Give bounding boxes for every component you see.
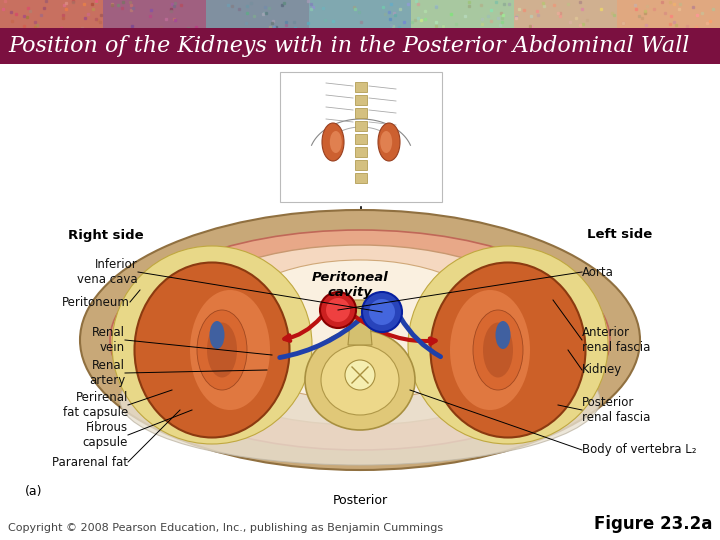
Ellipse shape — [321, 345, 399, 415]
Circle shape — [345, 360, 375, 390]
Text: Left side: Left side — [587, 228, 652, 241]
Ellipse shape — [207, 322, 237, 377]
Bar — [103, 0, 206, 28]
Ellipse shape — [431, 262, 585, 437]
Text: Pararenal fat: Pararenal fat — [52, 456, 128, 469]
Ellipse shape — [135, 262, 289, 437]
Ellipse shape — [160, 245, 560, 425]
Text: Anterior
renal fascia: Anterior renal fascia — [582, 326, 650, 354]
Text: Kidney: Kidney — [582, 363, 622, 376]
Ellipse shape — [380, 131, 392, 153]
Text: Anterior: Anterior — [341, 232, 391, 245]
Bar — [0, 28, 720, 64]
Text: Position of the Kidneys with in the Posterior Abdominal Wall: Position of the Kidneys with in the Post… — [8, 35, 689, 57]
Circle shape — [326, 298, 350, 322]
Text: Posterior: Posterior — [333, 494, 387, 507]
Bar — [355, 82, 367, 92]
Bar — [514, 0, 617, 28]
Bar — [355, 108, 367, 118]
Text: Renal
artery: Renal artery — [89, 359, 125, 387]
Bar — [355, 173, 367, 183]
Text: (a): (a) — [25, 485, 42, 498]
Text: Right side: Right side — [68, 228, 143, 241]
Text: Figure 23.2a: Figure 23.2a — [593, 515, 712, 533]
Bar — [411, 0, 514, 28]
Circle shape — [320, 292, 356, 328]
Text: Copyright © 2008 Pearson Education, Inc., publishing as Benjamin Cummings: Copyright © 2008 Pearson Education, Inc.… — [8, 523, 443, 533]
Ellipse shape — [80, 210, 640, 470]
Circle shape — [362, 292, 402, 332]
Bar — [355, 134, 367, 144]
Ellipse shape — [408, 246, 608, 444]
Bar — [206, 0, 309, 28]
Bar — [0, 64, 720, 540]
Text: Fibrous
capsule: Fibrous capsule — [83, 421, 128, 449]
Bar — [0, 0, 103, 28]
Text: Body of vertebra L₂: Body of vertebra L₂ — [582, 443, 696, 456]
Text: Inferior
vena cava: Inferior vena cava — [77, 258, 138, 286]
Text: Perirenal
fat capsule: Perirenal fat capsule — [63, 391, 128, 419]
Circle shape — [369, 299, 395, 325]
Bar — [355, 147, 367, 157]
Ellipse shape — [197, 310, 247, 390]
Ellipse shape — [305, 330, 415, 430]
Bar — [355, 121, 367, 131]
Ellipse shape — [450, 290, 530, 410]
Bar — [309, 0, 411, 28]
Bar — [355, 95, 367, 105]
Ellipse shape — [473, 310, 523, 390]
Bar — [617, 0, 720, 28]
Ellipse shape — [120, 335, 600, 465]
Text: Posterior
renal fascia: Posterior renal fascia — [582, 396, 650, 424]
Text: Peritoneal
cavity: Peritoneal cavity — [312, 271, 388, 299]
Ellipse shape — [190, 290, 270, 410]
Ellipse shape — [110, 230, 610, 450]
Ellipse shape — [210, 321, 225, 349]
Ellipse shape — [112, 246, 312, 444]
Polygon shape — [348, 300, 372, 345]
Ellipse shape — [322, 123, 344, 161]
Ellipse shape — [330, 131, 342, 153]
Bar — [355, 160, 367, 170]
Ellipse shape — [220, 260, 500, 400]
Ellipse shape — [483, 322, 513, 377]
Text: Renal
vein: Renal vein — [92, 326, 125, 354]
Ellipse shape — [378, 123, 400, 161]
Text: Peritoneum: Peritoneum — [62, 295, 130, 308]
Ellipse shape — [495, 321, 510, 349]
Bar — [280, 72, 442, 202]
Text: Aorta: Aorta — [582, 266, 614, 279]
